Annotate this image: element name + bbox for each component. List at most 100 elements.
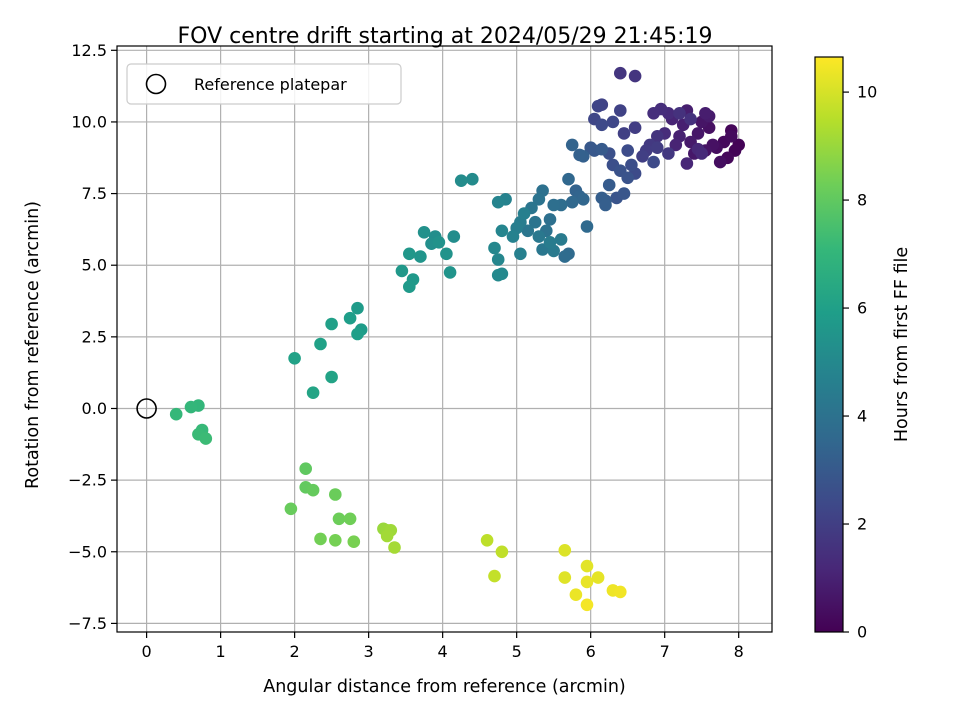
data-point: [591, 99, 605, 113]
data-point: [580, 559, 594, 573]
y-tick-label: −2.5: [68, 471, 107, 490]
data-point: [673, 107, 686, 120]
data-point: [521, 224, 535, 238]
data-point: [288, 352, 301, 365]
colorbar-tick-label: 0: [857, 623, 867, 642]
data-point: [614, 585, 627, 599]
data-point: [580, 598, 594, 612]
x-tick-label: 4: [438, 642, 448, 661]
chart-title: FOV centre drift starting at 2024/05/29 …: [178, 24, 713, 49]
plot-frame: [116, 45, 773, 633]
data-point: [495, 224, 509, 238]
data-point: [595, 142, 609, 156]
data-point: [314, 337, 327, 351]
y-tick-label: −5.0: [68, 542, 107, 561]
data-point: [325, 370, 338, 384]
data-point: [565, 138, 579, 152]
data-point: [595, 118, 609, 132]
data-point: [332, 512, 346, 526]
colorbar-tick-label: 2: [857, 515, 867, 534]
x-tick-label: 5: [512, 642, 522, 661]
data-point: [669, 138, 683, 152]
y-tick-label: 2.5: [82, 327, 107, 346]
data-point: [680, 157, 694, 170]
data-point: [606, 115, 620, 129]
data-point: [466, 172, 479, 186]
data-point: [343, 512, 357, 526]
axis-ticks: 0 1 2 3 4 5 6 7 8 −7.5 −5.0 −2.5 0.0 2.5 5.0 7.5 10.0 12.…: [68, 41, 744, 661]
data-point: [628, 121, 642, 134]
data-point: [532, 193, 546, 206]
legend: Reference platepar: [126, 63, 402, 105]
data-point: [558, 250, 572, 263]
grid: [117, 46, 772, 632]
data-point: [584, 141, 597, 154]
data-point: [647, 107, 660, 120]
data-point: [625, 158, 638, 172]
data-point: [573, 148, 586, 162]
data-point: [621, 171, 634, 185]
data-point: [495, 545, 509, 559]
data-point: [662, 147, 675, 160]
data-point: [488, 241, 501, 255]
data-point: [580, 575, 594, 589]
colorbar-tick-label: 10: [857, 83, 877, 102]
data-point: [514, 247, 527, 261]
data-point: [554, 233, 568, 246]
data-point: [169, 407, 183, 421]
data-point: [347, 535, 361, 548]
data-point: [403, 247, 416, 261]
data-point: [343, 311, 357, 325]
data-point: [543, 213, 557, 226]
x-tick-label: 8: [734, 642, 744, 661]
y-tick-label: 7.5: [82, 184, 107, 203]
y-tick-label: 0.0: [82, 399, 107, 418]
colorbar-gradient: [814, 56, 844, 633]
data-point: [558, 544, 572, 557]
data-point: [558, 571, 572, 584]
reference-platepar-marker: [136, 398, 157, 419]
y-tick-label: 10.0: [71, 112, 107, 131]
data-point: [380, 529, 394, 543]
x-axis-label: Angular distance from reference (arcmin): [263, 677, 626, 697]
data-point: [480, 534, 494, 547]
data-point: [314, 532, 327, 546]
data-point: [532, 230, 546, 243]
y-tick-label: 12.5: [71, 41, 107, 60]
colorbar-tick-label: 6: [857, 299, 867, 318]
data-point: [565, 195, 579, 209]
data-point: [325, 317, 338, 331]
data-point: [199, 432, 213, 445]
x-tick-label: 7: [660, 642, 670, 661]
data-point: [543, 236, 557, 249]
data-point: [695, 147, 708, 160]
data-points: [136, 66, 745, 612]
x-tick-label: 6: [586, 642, 596, 661]
data-point: [684, 112, 697, 126]
data-point: [388, 541, 401, 554]
data-point: [488, 569, 501, 583]
data-point: [299, 462, 313, 476]
data-point: [617, 127, 631, 140]
colorbar-tick-label: 4: [857, 407, 867, 426]
data-point: [636, 150, 649, 163]
data-point: [651, 130, 664, 143]
data-point: [577, 193, 590, 206]
data-point: [454, 174, 468, 187]
data-point: [417, 226, 431, 239]
data-point: [432, 236, 446, 249]
data-point: [414, 250, 427, 263]
data-point: [306, 483, 320, 497]
data-point: [306, 386, 320, 400]
data-point: [491, 253, 505, 266]
data-point: [591, 571, 605, 584]
data-point: [569, 588, 583, 601]
data-point: [517, 207, 531, 220]
data-point: [284, 502, 298, 516]
data-point: [628, 69, 642, 83]
data-point: [440, 247, 453, 261]
colorbar: Hours from first FF file 0 2 4 6 8 10: [814, 56, 912, 642]
data-point: [491, 195, 505, 209]
